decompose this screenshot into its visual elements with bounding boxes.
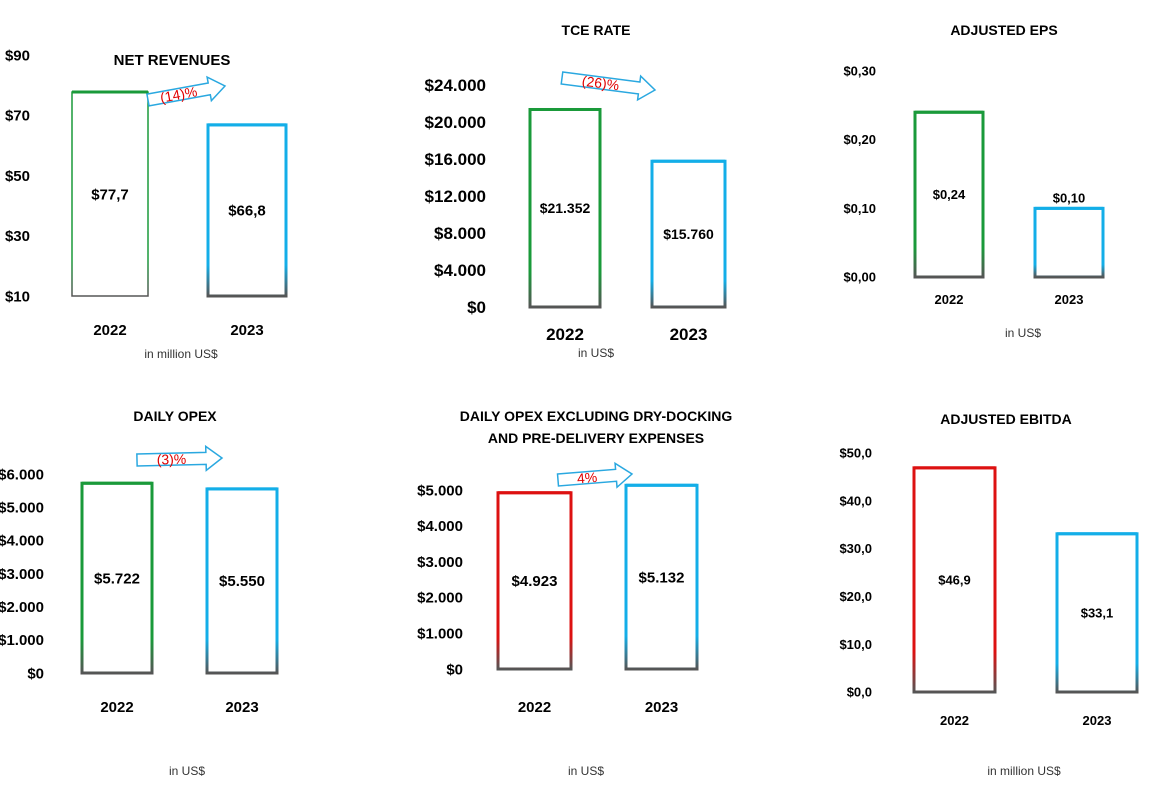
y-tick-label: $8.000 bbox=[434, 224, 486, 243]
arrow-icon bbox=[136, 444, 224, 472]
y-tick-label: $0,10 bbox=[843, 201, 876, 216]
x-tick-label: 2023 bbox=[230, 322, 263, 339]
y-tick-label: $5.000 bbox=[417, 482, 463, 499]
data-label: $0,10 bbox=[1053, 190, 1086, 205]
y-tick-label: $1.000 bbox=[417, 625, 463, 642]
y-tick-label: $3.000 bbox=[417, 554, 463, 571]
data-label: $0,24 bbox=[933, 187, 966, 202]
y-tick-label: $0,20 bbox=[843, 132, 876, 147]
change-label: 4% bbox=[576, 469, 597, 487]
y-tick-label: $0,00 bbox=[843, 270, 876, 285]
chart-panel: DAILY OPEX EXCLUDING DRY-DOCKING AND PRE-… bbox=[417, 408, 732, 778]
y-tick-label: $40,0 bbox=[839, 493, 872, 508]
y-tick-label: $90 bbox=[5, 47, 30, 64]
y-tick-label: $4.000 bbox=[434, 261, 486, 280]
unit-note: in US$ bbox=[578, 346, 614, 360]
data-label: $77,7 bbox=[91, 186, 129, 203]
chart-title: DAILY OPEX bbox=[133, 408, 217, 424]
bar bbox=[1033, 206, 1105, 279]
bar bbox=[913, 110, 985, 279]
chart-title: ADJUSTED EBITDA bbox=[940, 411, 1071, 427]
arrow-icon bbox=[560, 71, 657, 102]
y-tick-label: $4.000 bbox=[417, 518, 463, 535]
y-tick-label: $30,0 bbox=[839, 541, 872, 556]
chart-title-line2: AND PRE-DELIVERY EXPENSES bbox=[488, 430, 704, 446]
x-tick-label: 2023 bbox=[225, 699, 258, 716]
y-tick-label: $3.000 bbox=[0, 566, 44, 583]
y-tick-label: $0 bbox=[27, 665, 44, 682]
data-label: $21.352 bbox=[540, 200, 591, 216]
chart-panel: TCE RATE $0 $4.000 $8.000 $12.000 $16.000 $20.… bbox=[425, 22, 727, 360]
y-tick-label: $2.000 bbox=[417, 590, 463, 607]
y-tick-label: $0,0 bbox=[847, 685, 872, 700]
y-tick-label: $1.000 bbox=[0, 632, 44, 649]
x-tick-label: 2022 bbox=[546, 325, 584, 344]
chart-title: ADJUSTED EPS bbox=[950, 22, 1057, 38]
x-tick-label: 2023 bbox=[1083, 713, 1112, 728]
data-label: $5.550 bbox=[219, 573, 265, 590]
change-arrow: (3)% bbox=[136, 444, 224, 472]
unit-note: in million US$ bbox=[144, 347, 218, 361]
change-label: (14)% bbox=[159, 83, 199, 105]
bar bbox=[71, 91, 149, 297]
x-tick-label: 2022 bbox=[940, 713, 969, 728]
arrow-icon bbox=[556, 461, 634, 489]
unit-note: in US$ bbox=[1005, 326, 1041, 340]
data-label: $46,9 bbox=[938, 572, 971, 587]
x-tick-label: 2022 bbox=[518, 699, 551, 716]
data-label: $4.923 bbox=[512, 573, 558, 590]
y-tick-label: $4.000 bbox=[0, 533, 44, 550]
data-label: $66,8 bbox=[228, 203, 266, 220]
unit-note: in US$ bbox=[568, 764, 604, 778]
change-arrow: 4% bbox=[556, 461, 634, 489]
y-tick-label: $20.000 bbox=[425, 113, 486, 132]
y-tick-label: $2.000 bbox=[0, 599, 44, 616]
y-tick-label: $50,0 bbox=[839, 446, 872, 461]
y-tick-label: $70 bbox=[5, 108, 30, 125]
x-tick-label: 2022 bbox=[935, 292, 964, 307]
arrow-icon bbox=[146, 75, 227, 107]
change-label: (3)% bbox=[157, 451, 187, 468]
bar bbox=[1055, 532, 1139, 694]
data-label: $5.722 bbox=[94, 570, 140, 587]
y-tick-label: $16.000 bbox=[425, 150, 486, 169]
y-tick-label: $10,0 bbox=[839, 637, 872, 652]
bar bbox=[496, 491, 573, 671]
chart-title: NET REVENUES bbox=[114, 52, 231, 69]
chart-panel: ADJUSTED EBITDA $0,0 $10,0 $20,0 $30,0 $40,0 $… bbox=[839, 411, 1139, 778]
y-tick-label: $24.000 bbox=[425, 76, 486, 95]
y-tick-label: $30 bbox=[5, 228, 30, 245]
x-tick-label: 2022 bbox=[100, 699, 133, 716]
data-label: $15.760 bbox=[663, 226, 714, 242]
y-tick-label: $0 bbox=[467, 298, 486, 317]
y-tick-label: $12.000 bbox=[425, 187, 486, 206]
chart-title: DAILY OPEX EXCLUDING DRY-DOCKING bbox=[460, 408, 733, 424]
change-arrow: (26)% bbox=[560, 71, 657, 102]
change-label: (26)% bbox=[581, 73, 620, 94]
unit-note: in US$ bbox=[169, 764, 205, 778]
data-label: $5.132 bbox=[639, 569, 685, 586]
data-label: $33,1 bbox=[1081, 605, 1114, 620]
bar bbox=[206, 123, 288, 298]
y-tick-label: $50 bbox=[5, 168, 30, 185]
unit-note: in million US$ bbox=[987, 764, 1061, 778]
change-arrow: (14)% bbox=[146, 75, 227, 107]
chart-panel: DAILY OPEX $0 $1.000 $2.000 $3.000 $4.000 $5.0… bbox=[0, 408, 279, 778]
x-tick-label: 2022 bbox=[93, 322, 126, 339]
x-tick-label: 2023 bbox=[670, 325, 708, 344]
x-tick-label: 2023 bbox=[645, 699, 678, 716]
chart-panel: NET REVENUES $10 $30 $50 $70 $90 $77,7 2022 $66,… bbox=[5, 47, 288, 361]
y-tick-label: $20,0 bbox=[839, 589, 872, 604]
y-tick-label: $0,30 bbox=[843, 64, 876, 79]
y-tick-label: $10 bbox=[5, 288, 30, 305]
y-tick-label: $6.000 bbox=[0, 466, 44, 483]
chart-title: TCE RATE bbox=[562, 22, 631, 38]
y-tick-label: $5.000 bbox=[0, 499, 44, 516]
bar bbox=[80, 481, 154, 675]
chart-panel: ADJUSTED EPS $0,00 $0,10 $0,20 $0,30 $0,24 202… bbox=[843, 22, 1105, 340]
y-tick-label: $0 bbox=[446, 661, 463, 678]
x-tick-label: 2023 bbox=[1055, 292, 1084, 307]
bar bbox=[912, 466, 997, 694]
